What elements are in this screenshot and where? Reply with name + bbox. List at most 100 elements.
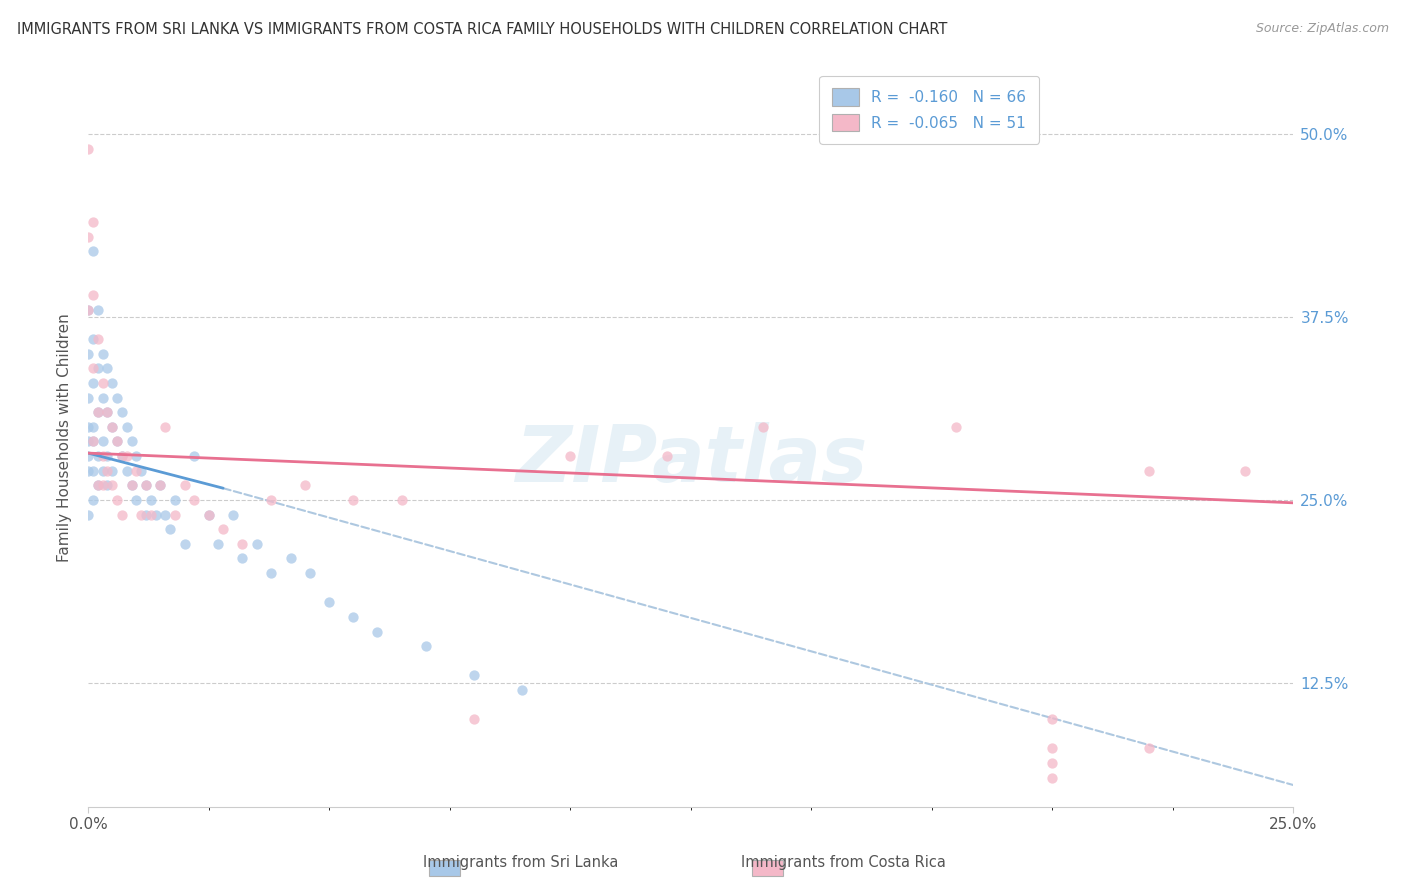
Point [1040,756,1063,771]
Point [96,464,118,478]
Point [82,376,104,390]
Point [96,405,118,419]
Point [82,288,104,302]
Point [87,405,110,419]
Point [91,478,114,492]
Point [87,332,110,346]
Point [129,464,152,478]
Point [135,478,157,492]
Point [415,639,437,653]
Point [77,346,100,360]
Text: ZIPatlas: ZIPatlas [515,422,868,498]
Point [91,434,114,449]
Point [125,449,148,463]
Point [231,551,253,566]
Point [342,492,364,507]
Point [342,610,364,624]
Point [366,624,388,639]
Point [173,537,195,551]
Point [96,449,118,463]
Point [231,537,253,551]
Point [96,405,118,419]
Point [91,346,114,360]
Point [197,508,219,522]
Point [87,449,110,463]
Point [183,449,205,463]
Point [145,508,167,522]
Point [77,419,100,434]
Point [82,434,104,449]
Point [87,302,110,317]
Point [183,492,205,507]
Point [96,361,118,376]
Point [1040,771,1063,785]
Point [77,229,100,244]
Point [655,449,678,463]
Point [111,449,134,463]
Point [945,419,967,434]
Point [207,537,229,551]
Point [125,464,148,478]
Point [87,478,110,492]
Point [82,434,104,449]
Point [121,478,143,492]
Point [463,668,485,682]
Point [105,492,128,507]
Point [752,419,775,434]
Legend: R =  -0.160   N = 66, R =  -0.065   N = 51: R = -0.160 N = 66, R = -0.065 N = 51 [820,76,1039,144]
Point [163,508,186,522]
Point [82,215,104,229]
Point [105,434,128,449]
Point [121,434,143,449]
Point [294,478,316,492]
Point [91,449,114,463]
Point [318,595,340,609]
Point [155,419,177,434]
Point [77,302,100,317]
Point [1234,464,1257,478]
Point [560,449,582,463]
Point [149,478,172,492]
Point [111,405,134,419]
Point [87,405,110,419]
Point [163,492,186,507]
Point [115,419,138,434]
Point [77,434,100,449]
Point [111,449,134,463]
Point [101,464,124,478]
Point [111,508,134,522]
Point [77,449,100,463]
Point [197,508,219,522]
Point [91,391,114,405]
Point [82,464,104,478]
Point [87,478,110,492]
Point [77,142,100,156]
Point [159,522,181,536]
Point [298,566,321,580]
Point [260,492,283,507]
Point [1137,741,1160,756]
Point [1040,712,1063,726]
Point [105,391,128,405]
Point [260,566,283,580]
Point [1137,464,1160,478]
Point [77,391,100,405]
Point [91,376,114,390]
Point [121,478,143,492]
Text: IMMIGRANTS FROM SRI LANKA VS IMMIGRANTS FROM COSTA RICA FAMILY HOUSEHOLDS WITH C: IMMIGRANTS FROM SRI LANKA VS IMMIGRANTS … [17,22,948,37]
Point [173,478,195,492]
Point [463,712,485,726]
Point [101,419,124,434]
Point [391,492,413,507]
Point [1040,741,1063,756]
Text: Immigrants from Sri Lanka: Immigrants from Sri Lanka [423,855,617,870]
Point [149,478,172,492]
Point [155,508,177,522]
Point [246,537,269,551]
Text: Immigrants from Costa Rica: Immigrants from Costa Rica [741,855,946,870]
Point [101,376,124,390]
Point [115,464,138,478]
Point [212,522,235,536]
Point [129,508,152,522]
Point [222,508,245,522]
